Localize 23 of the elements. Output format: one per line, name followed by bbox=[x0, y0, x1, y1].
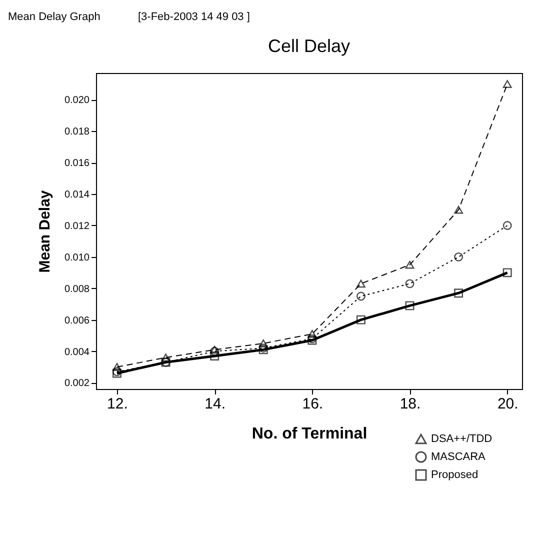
x-tick-label: 16. bbox=[302, 396, 324, 412]
legend-label: Proposed bbox=[431, 469, 478, 481]
x-tick-label: 12. bbox=[107, 396, 128, 412]
x-tick-label: 18. bbox=[400, 396, 421, 412]
y-tick-label: 0.016 bbox=[64, 158, 90, 170]
chart-title: Cell Delay bbox=[268, 36, 350, 56]
y-tick-label: 0.012 bbox=[64, 221, 90, 232]
y-tick-label: 0.002 bbox=[64, 378, 90, 390]
y-tick-label: 0.014 bbox=[64, 190, 90, 201]
y-tick-label: 0.020 bbox=[64, 95, 90, 106]
text: [3-Feb-2003 14 49 03 ] bbox=[138, 11, 250, 23]
y-tick-label: 0.018 bbox=[64, 126, 90, 138]
y-axis-title: Mean Delay bbox=[36, 190, 54, 273]
x-axis-title: No. of Terminal bbox=[252, 426, 368, 442]
x-tick-label: 14. bbox=[204, 396, 226, 412]
x-tick-label: 20. bbox=[497, 396, 518, 412]
text: Mean Delay Graph bbox=[8, 11, 100, 23]
y-tick-label: 0.006 bbox=[64, 315, 90, 326]
y-tick-label: 0.008 bbox=[64, 284, 90, 295]
y-tick-label: 0.004 bbox=[64, 346, 90, 358]
legend-label: MASCARA bbox=[431, 451, 486, 463]
y-tick-label: 0.010 bbox=[64, 252, 90, 264]
legend-label: DSA++/TDD bbox=[431, 433, 492, 445]
